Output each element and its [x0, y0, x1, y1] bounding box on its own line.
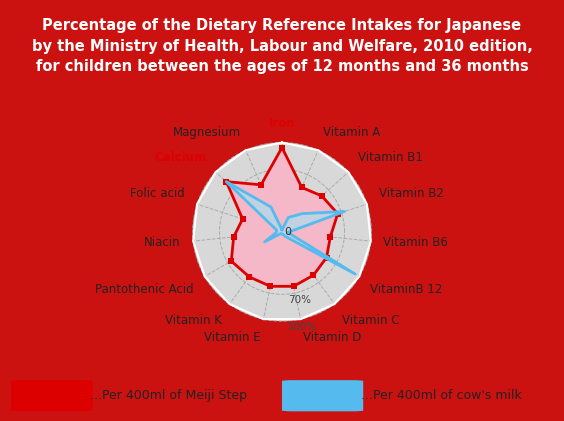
Text: ...Per 400ml of Meiji Step: ...Per 400ml of Meiji Step: [90, 389, 247, 402]
Text: Vitamin B2: Vitamin B2: [379, 187, 444, 200]
Text: Vitamin A: Vitamin A: [323, 126, 381, 139]
Text: Vitamin B1: Vitamin B1: [358, 151, 422, 164]
Text: Folic acid: Folic acid: [130, 187, 185, 200]
Ellipse shape: [193, 142, 371, 321]
Text: Vitamin E: Vitamin E: [204, 331, 261, 344]
FancyBboxPatch shape: [282, 380, 363, 411]
Text: 100%: 100%: [288, 322, 318, 332]
Text: Iron: Iron: [268, 117, 296, 130]
Point: [222, 178, 231, 185]
Text: Pantothenic Acid: Pantothenic Acid: [95, 283, 194, 296]
Text: ...Per 400ml of cow's milk: ...Per 400ml of cow's milk: [360, 389, 521, 402]
Text: Vitamin C: Vitamin C: [342, 314, 399, 327]
Text: 70%: 70%: [288, 295, 311, 305]
FancyBboxPatch shape: [11, 380, 92, 411]
Point: [318, 192, 327, 199]
Point: [289, 283, 298, 290]
Text: 0: 0: [285, 227, 292, 237]
Point: [257, 181, 266, 188]
Point: [238, 216, 247, 222]
Point: [266, 283, 275, 290]
Point: [245, 274, 254, 280]
Text: Percentage of the Dietary Reference Intakes for Japanese
by the Ministry of Heal: Percentage of the Dietary Reference Inta…: [32, 19, 532, 74]
Text: Niacin: Niacin: [144, 236, 180, 249]
Text: Calcium: Calcium: [154, 151, 206, 164]
Polygon shape: [226, 147, 338, 286]
Point: [309, 272, 318, 279]
Point: [277, 144, 287, 151]
Point: [322, 254, 331, 261]
Text: Vitamin D: Vitamin D: [303, 331, 362, 344]
Point: [326, 234, 335, 240]
Text: Vitamin B6: Vitamin B6: [384, 236, 448, 249]
Point: [229, 234, 238, 240]
Text: Vitamin K: Vitamin K: [165, 314, 222, 327]
Text: VitaminB 12: VitaminB 12: [370, 283, 443, 296]
Point: [333, 210, 342, 217]
Polygon shape: [226, 181, 355, 274]
Point: [297, 184, 306, 191]
Text: Magnesium: Magnesium: [173, 126, 241, 139]
Point: [227, 258, 236, 264]
